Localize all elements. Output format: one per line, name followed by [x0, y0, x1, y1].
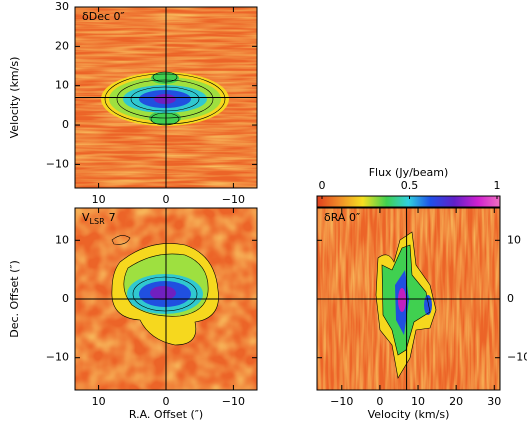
y-axis-label: Velocity (km/s) — [8, 57, 21, 139]
x-tick-label: −10 — [222, 395, 245, 408]
y-tick-label: 30 — [55, 0, 69, 13]
annotation-subscript: LSR — [90, 217, 106, 226]
y-tick-label: −10 — [46, 351, 69, 364]
x-tick-label: 10 — [92, 193, 106, 206]
panel-annotation: VLSR 7 — [82, 211, 116, 226]
x-tick-label: 10 — [92, 395, 106, 408]
panel-annotation: δRA 0″ — [324, 211, 360, 224]
x-tick-label: 0 — [163, 395, 170, 408]
y-tick-label: 10 — [507, 233, 521, 246]
x-tick-label: −10 — [222, 193, 245, 206]
y-tick-label: 20 — [55, 39, 69, 52]
colorbar — [316, 195, 501, 208]
annotation-value: 7 — [109, 211, 116, 224]
x-tick-label: −10 — [330, 395, 353, 408]
colorbar-tick-label: 0.5 — [401, 179, 419, 192]
y-tick-label: 0 — [62, 292, 69, 305]
x-tick-label: 0 — [376, 395, 383, 408]
x-tick-label: 10 — [411, 395, 425, 408]
x-tick-label: 0 — [163, 193, 170, 206]
y-tick-label: 10 — [55, 79, 69, 92]
y-tick-label: −10 — [46, 157, 69, 170]
y-tick-label: −10 — [507, 351, 527, 364]
x-tick-label: 30 — [487, 395, 501, 408]
x-axis-label: R.A. Offset (″) — [129, 408, 203, 421]
colorbar-tick-label: 1 — [494, 179, 501, 192]
y-tick-label: 0 — [62, 118, 69, 131]
x-tick-label: 20 — [449, 395, 463, 408]
y-axis-label: Dec. Offset (″) — [8, 260, 21, 338]
annotation-symbol: V — [82, 211, 90, 224]
y-tick-label: 0 — [507, 292, 514, 305]
panel-annotation: δDec 0″ — [82, 10, 125, 23]
colorbar-label: Flux (Jy/beam) — [369, 166, 449, 179]
x-axis-label: Velocity (km/s) — [368, 408, 450, 421]
colorbar-tick-label: 0 — [319, 179, 326, 192]
y-tick-label: 10 — [55, 233, 69, 246]
